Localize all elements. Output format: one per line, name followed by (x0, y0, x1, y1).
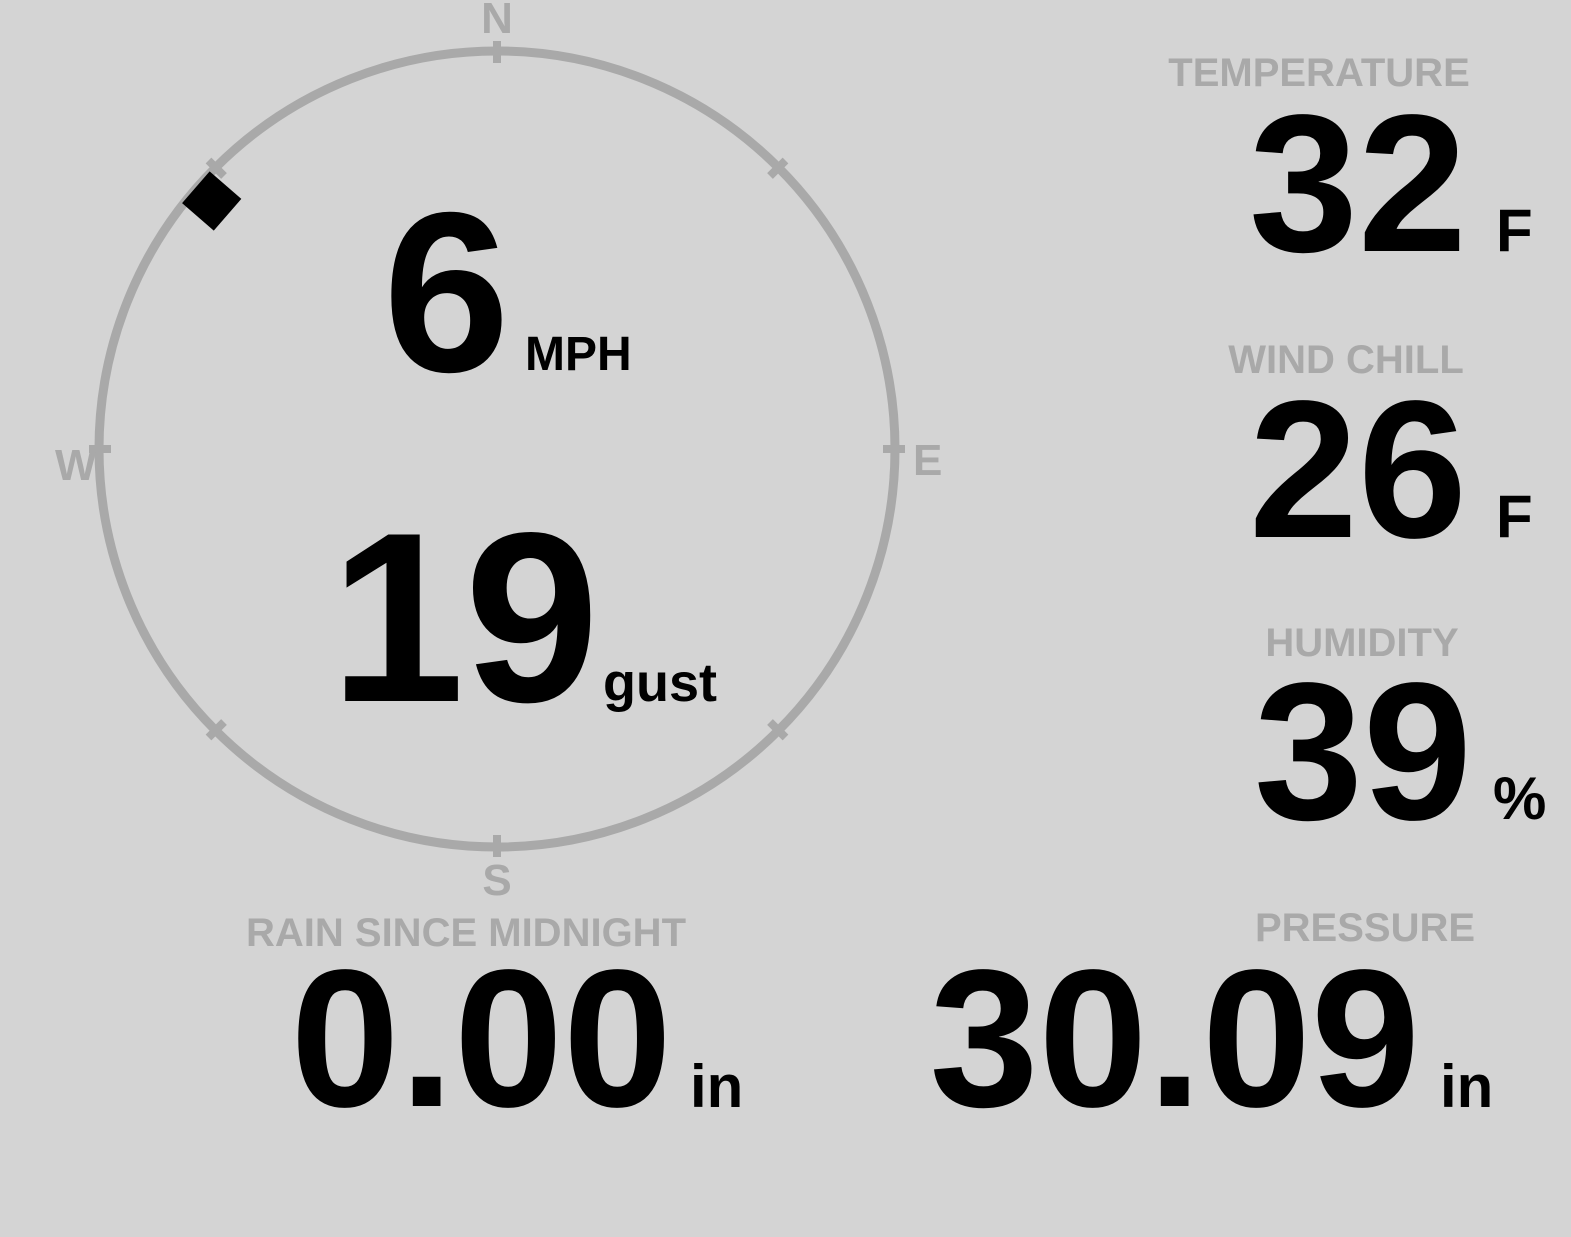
compass-label-north: N (481, 0, 513, 43)
wind-speed-unit: MPH (525, 328, 632, 381)
pressure-value: 30.09 (929, 929, 1420, 1148)
humidity-label: HUMIDITY (1265, 621, 1459, 665)
wind-chill-label: WIND CHILL (1228, 338, 1464, 382)
humidity-value: 39 (1253, 642, 1472, 861)
wind-speed-value: 6 (383, 166, 510, 420)
rain-value: 0.00 (290, 929, 672, 1148)
temperature-label: TEMPERATURE (1168, 51, 1470, 95)
rain-label: RAIN SINCE MIDNIGHT (246, 911, 686, 955)
compass-label-east: E (913, 436, 943, 485)
pressure-label: PRESSURE (1254, 906, 1476, 950)
pressure-unit: in (1440, 1053, 1494, 1120)
compass-label-south: S (482, 856, 512, 905)
temperature-unit: F (1496, 197, 1533, 264)
wind-gust-value: 19 (330, 483, 600, 753)
wind-gust-unit: gust (603, 653, 717, 713)
wind-chill-value: 26 (1248, 360, 1467, 579)
wind-chill-unit: F (1496, 483, 1533, 550)
rain-unit: in (690, 1053, 744, 1120)
compass-ticks (89, 41, 905, 857)
compass-label-west: W (55, 441, 97, 490)
temperature-value: 32 (1248, 74, 1467, 293)
wind-direction-marker (182, 171, 242, 231)
humidity-unit: % (1493, 765, 1547, 832)
